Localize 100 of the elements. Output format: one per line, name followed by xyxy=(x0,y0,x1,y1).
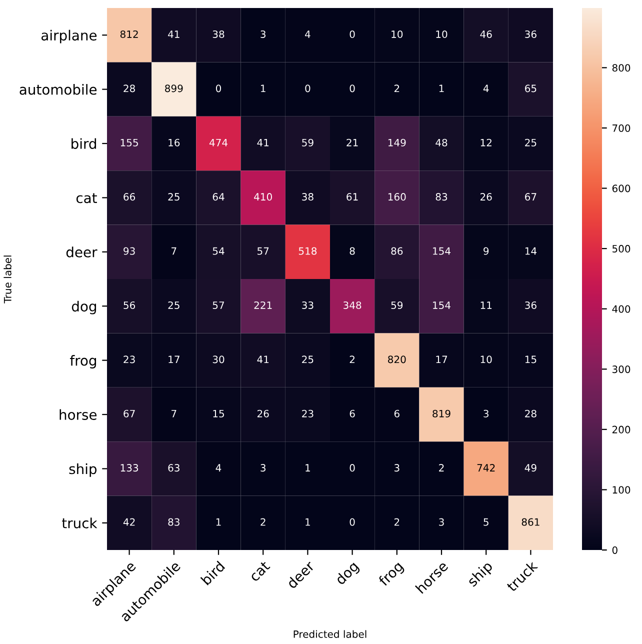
y-tick-label: horse xyxy=(60,409,97,420)
data-label: 348 xyxy=(344,301,362,309)
data-label: 10 xyxy=(480,356,492,364)
y-tick-label: deer xyxy=(66,246,98,258)
data-label: 23 xyxy=(302,410,314,418)
data-label: 0 xyxy=(305,84,310,92)
data-label: 26 xyxy=(480,193,492,201)
color-bar-label: 500 xyxy=(612,244,630,252)
data-label: 155 xyxy=(120,138,138,146)
data-label: 41 xyxy=(257,138,269,146)
data-label: 54 xyxy=(212,247,224,255)
data-label: 3 xyxy=(394,464,400,472)
data-label: 1 xyxy=(306,464,310,472)
data-label: 48 xyxy=(436,138,448,146)
color-bar-label: 0 xyxy=(612,546,618,554)
data-label: 56 xyxy=(124,301,136,309)
data-label: 4 xyxy=(305,30,310,38)
color-bar-label: 400 xyxy=(612,305,630,313)
data-label: 93 xyxy=(124,247,135,255)
data-label: 57 xyxy=(212,302,224,309)
data-label: 10 xyxy=(436,30,448,38)
data-label: 2 xyxy=(439,464,444,472)
data-label: 17 xyxy=(168,356,180,364)
data-label: 154 xyxy=(433,302,450,309)
data-label: 0 xyxy=(350,84,355,92)
x-tick-label: frog xyxy=(378,560,406,589)
data-label: 21 xyxy=(346,138,358,146)
data-label: 59 xyxy=(391,301,403,309)
data-label: 41 xyxy=(257,356,269,364)
data-label: 3 xyxy=(260,30,266,38)
data-label: 38 xyxy=(212,30,224,38)
data-label: 33 xyxy=(302,301,314,309)
data-label: 25 xyxy=(525,138,536,146)
data-label: 14 xyxy=(525,247,536,255)
data-label: 67 xyxy=(525,193,536,201)
data-label: 861 xyxy=(522,518,540,526)
data-label: 83 xyxy=(168,518,180,526)
data-label: 2 xyxy=(394,518,400,526)
data-label: 2 xyxy=(394,84,400,92)
data-label: 36 xyxy=(525,301,536,309)
data-label: 15 xyxy=(213,410,224,418)
data-label: 36 xyxy=(525,30,536,38)
data-label: 149 xyxy=(388,138,406,146)
x-tick-label: dog xyxy=(334,560,361,588)
data-label: 16 xyxy=(168,138,180,146)
data-label: 0 xyxy=(350,518,355,526)
data-label: 3 xyxy=(439,518,444,526)
color-bar-label: 600 xyxy=(612,184,630,192)
data-label: 819 xyxy=(432,410,450,418)
data-label: 23 xyxy=(124,356,135,364)
y-tick-label: airplane xyxy=(41,30,97,44)
data-label: 4 xyxy=(483,84,489,92)
data-label: 9 xyxy=(484,247,489,255)
y-tick-label: truck xyxy=(62,518,98,528)
data-label: 38 xyxy=(302,193,314,201)
data-label: 0 xyxy=(216,84,222,92)
data-label: 410 xyxy=(254,193,272,201)
y-tick-label: bird xyxy=(72,138,96,149)
data-label: 221 xyxy=(254,301,272,309)
color-bar-label: 200 xyxy=(612,426,630,434)
data-label: 30 xyxy=(212,356,224,364)
data-label: 6 xyxy=(350,410,355,418)
data-label: 3 xyxy=(484,410,488,418)
data-label: 6 xyxy=(394,410,400,418)
y-tick-label: automobile xyxy=(20,84,97,95)
data-label: 742 xyxy=(477,464,495,472)
data-label: 3 xyxy=(260,464,266,472)
color-bar-label: 700 xyxy=(612,124,630,132)
y-axis-title: True label xyxy=(4,256,12,304)
y-tick-label: ship xyxy=(69,463,97,477)
data-label: 25 xyxy=(168,301,180,309)
data-label: 41 xyxy=(168,30,180,38)
data-label: 10 xyxy=(392,30,403,38)
data-label: 65 xyxy=(525,84,536,92)
data-label: 86 xyxy=(391,247,403,255)
data-label: 28 xyxy=(525,410,536,418)
data-label: 59 xyxy=(302,138,314,146)
data-label: 1 xyxy=(439,84,444,92)
data-label: 25 xyxy=(302,356,314,364)
data-label: 7 xyxy=(172,247,176,255)
color-bar-label: 100 xyxy=(612,486,630,494)
data-label: 1 xyxy=(261,84,266,92)
data-label: 83 xyxy=(436,193,448,201)
data-label: 1 xyxy=(306,518,310,526)
data-label: 0 xyxy=(350,30,355,38)
data-label: 64 xyxy=(212,193,224,201)
data-label: 63 xyxy=(168,464,180,472)
data-label: 25 xyxy=(168,193,180,201)
data-label: 812 xyxy=(120,30,138,38)
data-label: 0 xyxy=(350,464,355,472)
data-label: 1 xyxy=(216,518,221,526)
data-label: 2 xyxy=(350,356,354,364)
data-label: 474 xyxy=(209,138,228,146)
data-label: 57 xyxy=(258,247,269,255)
data-label: 5 xyxy=(484,518,488,526)
data-label: 154 xyxy=(433,247,450,255)
y-tick-label: cat xyxy=(76,193,97,204)
data-label: 46 xyxy=(480,30,492,38)
data-label: 42 xyxy=(123,518,135,526)
data-label: 28 xyxy=(124,84,135,92)
